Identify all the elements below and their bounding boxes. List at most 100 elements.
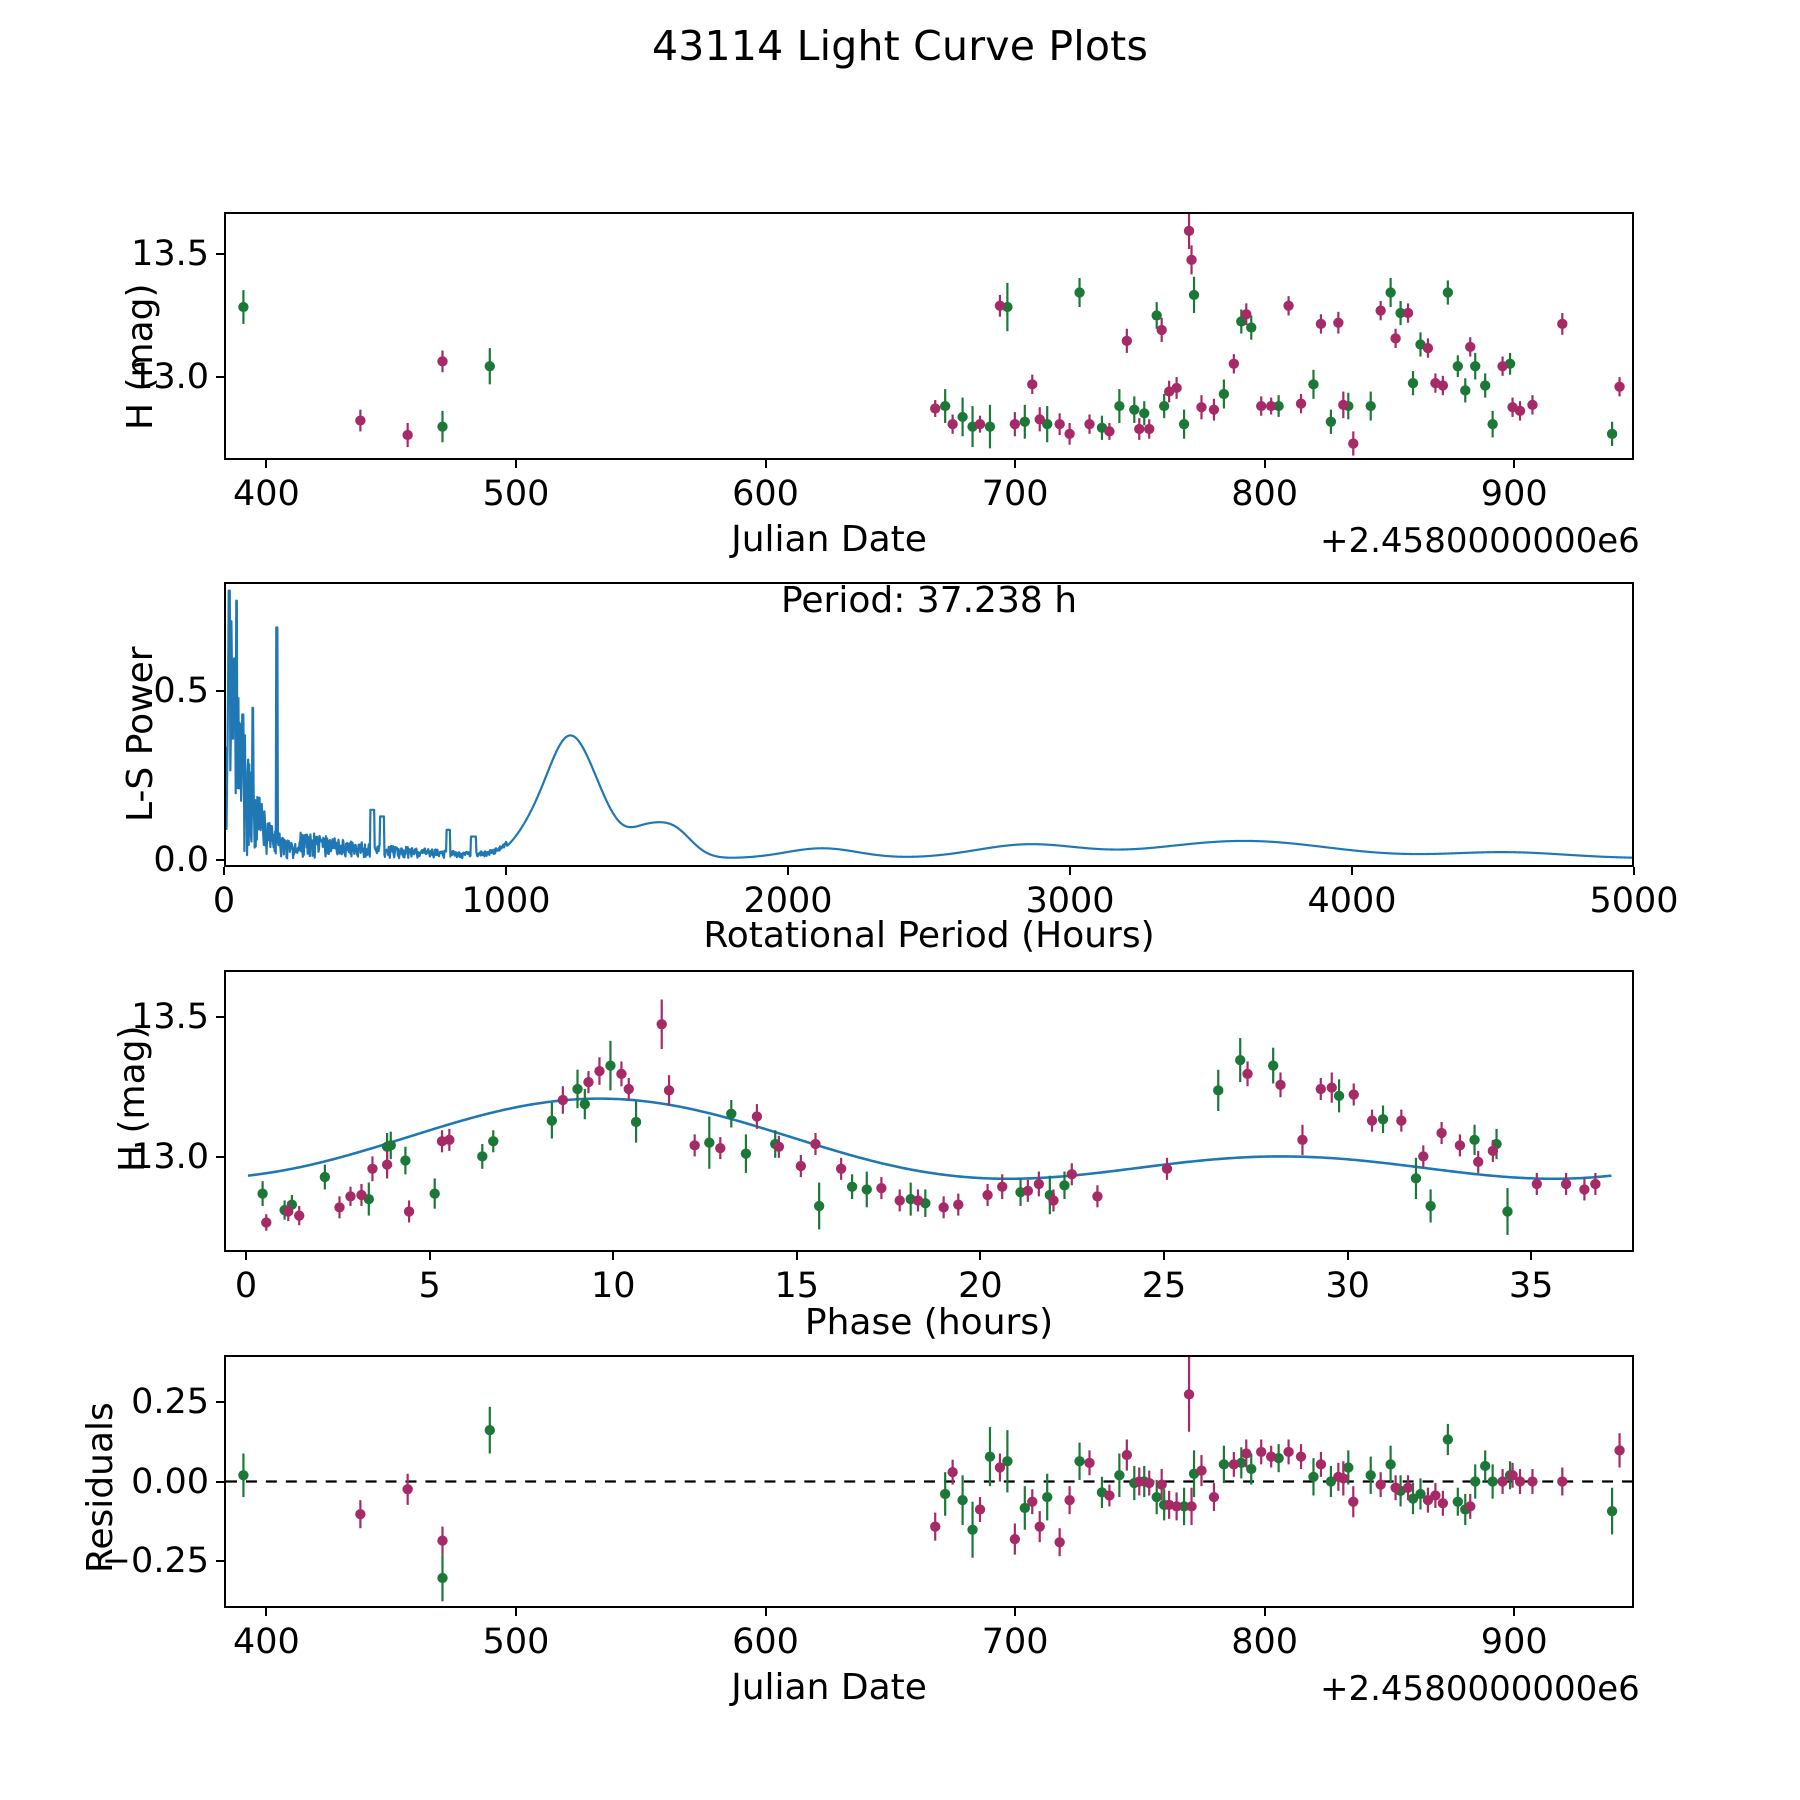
data-point [704, 1137, 715, 1148]
data-point [1084, 419, 1095, 430]
data-point [974, 1504, 986, 1515]
data-point [1325, 416, 1337, 427]
data-point [939, 1488, 951, 1500]
data-point [238, 301, 249, 313]
data-point [1064, 1495, 1075, 1506]
data-point [1377, 1114, 1389, 1125]
data-point [1156, 324, 1167, 336]
data-point [1114, 400, 1125, 412]
fit-curve [247, 1097, 1612, 1181]
data-point [1027, 379, 1038, 390]
data-point [1054, 419, 1065, 430]
x-tick-mark [265, 460, 268, 468]
x-tick-mark [979, 1252, 982, 1260]
data-point [1074, 1456, 1085, 1467]
data-point [381, 1159, 393, 1170]
data-point [894, 1195, 905, 1206]
panel-periodogram [224, 582, 1634, 867]
x-tick-label: 20 [958, 1266, 1003, 1306]
data-point [994, 300, 1006, 311]
data-point [1121, 1449, 1133, 1461]
x-tick-mark [764, 1608, 767, 1616]
data-point [930, 1521, 941, 1532]
data-point [429, 1188, 440, 1199]
data-point [1407, 1493, 1419, 1504]
x-tick-label: 35 [1508, 1266, 1554, 1306]
series-green [238, 276, 1618, 449]
lightcurve-x-axis-label: Julian Date [731, 519, 927, 560]
data-point [974, 419, 986, 430]
data-point [1497, 361, 1508, 372]
data-point [1473, 1156, 1484, 1168]
data-point [939, 400, 951, 412]
x-tick-label: 3000 [1025, 881, 1115, 921]
data-point [1074, 287, 1085, 298]
data-point [1183, 1389, 1195, 1400]
data-point [1241, 1448, 1252, 1459]
phasefold-plot-area [247, 999, 1612, 1235]
data-point [1178, 1501, 1190, 1512]
y-tick-label: 13.5 [131, 233, 209, 274]
data-point [1308, 379, 1319, 390]
data-point [1256, 1446, 1267, 1458]
x-tick-mark [1633, 867, 1635, 875]
x-tick-label: 900 [1480, 1622, 1548, 1662]
panel-residuals [224, 1355, 1634, 1608]
residuals-x-offset-text: +2.4580000000e6 [1320, 1669, 1640, 1709]
data-point [967, 1524, 978, 1535]
x-tick-label: 900 [1480, 474, 1548, 514]
x-tick-label: 500 [482, 474, 550, 514]
data-point [1151, 1491, 1162, 1503]
data-point [1454, 1140, 1466, 1151]
data-point [1242, 1068, 1253, 1079]
data-point [1009, 1533, 1021, 1545]
data-point [1452, 361, 1463, 372]
x-tick-mark [1513, 1608, 1516, 1616]
data-point [663, 1085, 675, 1096]
periodogram-curve [226, 589, 1632, 860]
data-point [334, 1202, 345, 1213]
y-tick-mark [216, 1559, 224, 1562]
data-point [957, 411, 968, 423]
data-point [367, 1163, 378, 1174]
data-point [546, 1115, 558, 1126]
data-point [1437, 380, 1449, 391]
x-tick-label: 500 [482, 1622, 550, 1662]
data-point [1502, 1206, 1513, 1217]
data-point [1425, 1200, 1436, 1212]
x-tick-label: 5000 [1589, 881, 1679, 921]
data-point [630, 1116, 642, 1128]
data-point [1114, 1470, 1125, 1481]
x-tick-mark [1346, 1252, 1349, 1260]
x-tick-mark [1530, 1252, 1533, 1260]
data-point [1034, 1521, 1045, 1532]
x-tick-label: 700 [981, 474, 1049, 514]
y-tick-label: 0.25 [131, 1382, 209, 1423]
data-point [1452, 1496, 1463, 1507]
data-point [1151, 310, 1162, 321]
data-point [437, 1535, 448, 1546]
data-point [715, 1143, 726, 1154]
data-point [1059, 1180, 1070, 1191]
data-point [1256, 400, 1267, 412]
data-point [876, 1182, 887, 1194]
data-point [437, 1572, 448, 1584]
data-point [846, 1181, 858, 1192]
data-point [1104, 1490, 1115, 1501]
data-point [488, 1136, 499, 1147]
data-point [930, 403, 941, 414]
x-tick-label: 800 [1231, 474, 1299, 514]
data-point [1470, 361, 1481, 372]
data-point [1385, 287, 1396, 298]
data-point [1196, 402, 1207, 413]
data-point [1436, 1127, 1447, 1139]
data-point [1019, 416, 1030, 427]
x-tick-mark [1263, 1608, 1266, 1616]
data-point [1273, 400, 1284, 412]
data-point [1208, 404, 1220, 415]
x-tick-mark [1163, 1252, 1165, 1260]
data-point [947, 419, 958, 430]
data-point [1375, 1479, 1386, 1490]
data-point [484, 1425, 495, 1436]
data-point [1407, 377, 1419, 389]
